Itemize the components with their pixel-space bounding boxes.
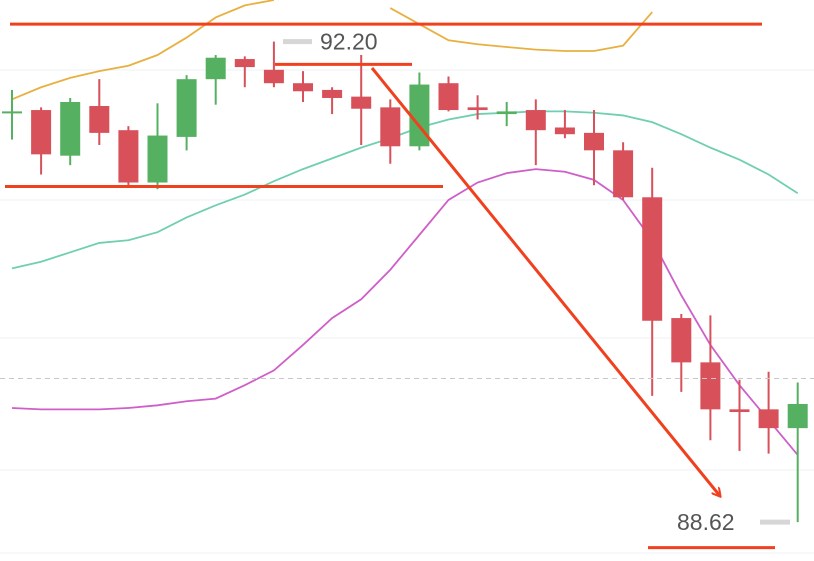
- candle-body: [700, 362, 721, 410]
- candle-body: [118, 130, 139, 183]
- candle-body: [787, 403, 808, 429]
- candle-body: [60, 102, 81, 156]
- candle-body: [31, 110, 52, 155]
- candle-body: [351, 96, 372, 109]
- indicator-line: [389, 7, 653, 52]
- candle-body: [554, 127, 575, 135]
- trend-arrow: [370, 67, 720, 496]
- candle-body: [322, 89, 343, 98]
- candle-body: [467, 107, 488, 111]
- candle-body: [642, 197, 663, 321]
- price-label: 88.62: [677, 509, 735, 535]
- candle-body: [89, 106, 110, 133]
- candle-body: [234, 59, 255, 68]
- candle-body: [671, 318, 692, 363]
- candle-body: [380, 107, 401, 147]
- candle-body: [176, 79, 197, 137]
- candle-body: [584, 132, 604, 151]
- annotations: 92.20 88.62: [283, 29, 790, 535]
- candle-body: [205, 57, 226, 80]
- candle-body: [758, 409, 779, 429]
- candle-body: [496, 111, 517, 115]
- indicator-line: [11, 0, 275, 101]
- indicator-lines: [11, 0, 799, 456]
- background-lines: [0, 69, 814, 554]
- indicator-line: [11, 110, 799, 270]
- levels: [0, 22, 814, 550]
- candle-body: [613, 150, 634, 198]
- candle-body: [263, 69, 284, 84]
- candle-body: [438, 83, 459, 111]
- candle-body: [729, 409, 750, 413]
- indicator-line: [11, 168, 799, 456]
- candle-body: [147, 135, 168, 183]
- candle-body: [525, 110, 546, 131]
- candle-body: [2, 111, 22, 114]
- price-label: 92.20: [320, 29, 378, 55]
- candles: [2, 41, 808, 523]
- candle-body: [293, 83, 313, 92]
